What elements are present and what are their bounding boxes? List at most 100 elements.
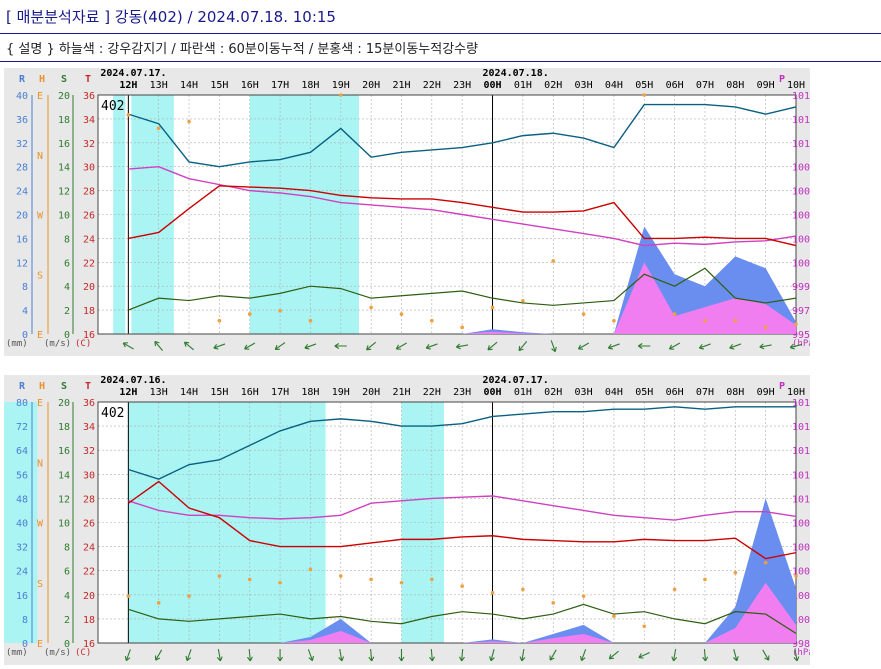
- date-label-2: 2024.07.17.: [483, 375, 549, 386]
- hour-label: 01H: [514, 387, 532, 398]
- r-tick: 80: [16, 398, 28, 409]
- wind-arrow-glyph: [274, 342, 286, 350]
- wind-arrow-glyph: [487, 341, 498, 351]
- t-tick: 24: [83, 234, 95, 245]
- p-tick: 1018: [792, 398, 810, 409]
- wind-arrow-glyph: [579, 649, 587, 662]
- chart-2: 2024.07.16. 2024.07.17.12H 13H 14H 15H 16H 17H…: [0, 375, 847, 662]
- page-title: [ 매분분석자료 ] 강동(402) / 2024.07.18. 10:15: [6, 8, 336, 26]
- s-tick: 20: [58, 91, 70, 102]
- wind-arrow-glyph: [429, 648, 435, 662]
- wind-arrow: [668, 342, 681, 350]
- t-tick: 22: [83, 567, 95, 578]
- s-tick: 12: [58, 494, 70, 505]
- wind-dir-point: [581, 594, 586, 598]
- hour-label: 08H: [726, 387, 744, 398]
- s-tick: 10: [58, 519, 70, 530]
- unit-R: (mm): [6, 339, 28, 349]
- wind-arrow: [607, 343, 620, 350]
- wind-arrow: [733, 649, 739, 662]
- s-tick: 0: [64, 330, 70, 341]
- hour-label: 15H: [210, 387, 228, 398]
- title-rule: [0, 33, 881, 34]
- wind-arrow: [698, 343, 711, 350]
- wind-arrow-glyph: [549, 649, 557, 661]
- rain-15min-area: [128, 262, 796, 334]
- t-tick: 34: [83, 115, 95, 126]
- hour-label: 16H: [241, 387, 259, 398]
- wind-arrow: [487, 341, 498, 351]
- wind-dir-point: [763, 560, 768, 565]
- hour-label: 14H: [180, 80, 198, 91]
- wind-arrow: [366, 341, 377, 351]
- unit-T: (C): [75, 648, 91, 658]
- wind-arrow-glyph: [489, 649, 495, 662]
- s-tick: 4: [64, 591, 70, 602]
- hour-label: 01H: [514, 80, 532, 91]
- h-letter: E: [37, 639, 43, 650]
- wind-arrow-glyph: [154, 340, 163, 351]
- hour-label: 09H: [757, 80, 775, 91]
- wind-dir-point: [794, 322, 798, 326]
- wind-dir-point: [369, 577, 373, 582]
- t-tick: 32: [83, 446, 95, 457]
- t-tick: 22: [83, 258, 95, 269]
- wind-arrow-glyph: [577, 342, 590, 350]
- hour-label: 20H: [362, 387, 380, 398]
- hour-label: 16H: [241, 80, 259, 91]
- wind-arrow: [729, 343, 742, 350]
- p-tick: 998: [792, 639, 810, 650]
- r-tick: 12: [16, 258, 28, 269]
- plot-frame: [97, 401, 797, 644]
- r-tick: 0: [22, 330, 28, 341]
- wind-arrow: [425, 343, 438, 350]
- r-tick: 4: [22, 306, 28, 317]
- axis-title-R: R: [19, 74, 26, 85]
- p-tick: 1013: [792, 115, 810, 126]
- axis-title-S: S: [61, 381, 67, 392]
- r-tick: 48: [16, 494, 28, 505]
- wind-arrow: [518, 341, 528, 352]
- r-tick: 32: [16, 139, 28, 150]
- s-tick: 16: [58, 139, 70, 150]
- wind-dir-point: [156, 601, 161, 605]
- t-tick: 34: [83, 422, 95, 433]
- s-tick: 14: [58, 163, 70, 174]
- wind-dir-point: [551, 259, 556, 263]
- s-tick: 2: [64, 615, 70, 626]
- wind-speed-line: [128, 267, 797, 311]
- hour-label: 03H: [575, 387, 593, 398]
- axis-title-H: H: [39, 74, 45, 85]
- wind-arrow-glyph: [459, 648, 465, 662]
- p-tick: 1010: [792, 494, 810, 505]
- r-tick: 40: [16, 91, 28, 102]
- hour-label: 05H: [635, 387, 653, 398]
- t-tick: 18: [83, 615, 95, 626]
- wind-arrow: [246, 648, 253, 662]
- t-tick: 20: [83, 591, 95, 602]
- unit-T: (C): [75, 339, 91, 349]
- s-tick: 8: [64, 543, 70, 554]
- wind-dir-point: [642, 93, 647, 97]
- wind-arrow-glyph: [398, 649, 405, 662]
- p-tick: 1007: [792, 187, 810, 198]
- wind-arrow-glyph: [368, 648, 375, 662]
- chart-1: 2024.07.17. 2024.07.18.12H 13H 14H 15H 16H 17H…: [6, 68, 847, 353]
- wind-dir-point: [703, 318, 707, 323]
- wind-dir-point: [763, 325, 768, 330]
- wind-arrow-glyph: [608, 650, 619, 660]
- plot-frame: [97, 94, 797, 335]
- axis-title-P: P: [779, 381, 785, 392]
- wind-arrow: [277, 649, 284, 662]
- wind-arrow-glyph: [154, 649, 163, 661]
- s-tick: 12: [58, 187, 70, 198]
- r-tick: 28: [16, 163, 28, 174]
- wind-dir-point: [703, 577, 707, 582]
- h-letter: N: [37, 458, 43, 469]
- wind-arrow: [789, 343, 802, 350]
- rain-detect-band: [0, 402, 38, 643]
- hour-label: 12H: [119, 80, 137, 91]
- wind-arrow-glyph: [637, 343, 651, 349]
